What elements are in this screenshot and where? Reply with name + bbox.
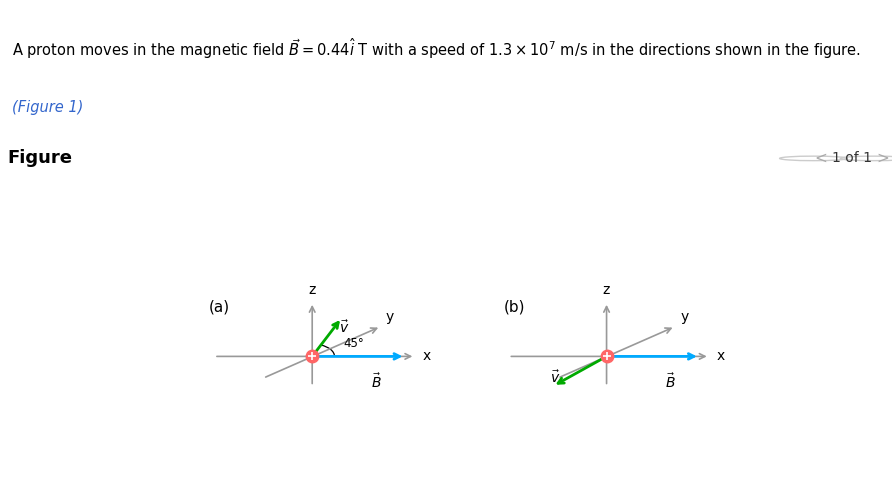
Text: (a): (a): [209, 299, 230, 314]
Text: $\vec{B}$: $\vec{B}$: [371, 372, 381, 391]
Text: z: z: [603, 283, 610, 297]
Text: Figure: Figure: [7, 149, 72, 167]
Text: y: y: [680, 310, 689, 324]
Text: y: y: [385, 310, 394, 324]
Text: x: x: [422, 349, 430, 363]
Text: $\vec{v}$: $\vec{v}$: [339, 319, 350, 336]
Text: >: >: [877, 151, 889, 166]
Text: $\vec{v}$: $\vec{v}$: [549, 369, 560, 386]
Text: A proton moves in the magnetic field $\vec{B} = 0.44\hat{i}$ T with a speed of $: A proton moves in the magnetic field $\v…: [12, 36, 861, 61]
Text: z: z: [309, 283, 316, 297]
Text: 1 of 1: 1 of 1: [832, 151, 871, 165]
Text: <: <: [814, 151, 827, 166]
Text: (Figure 1): (Figure 1): [12, 100, 83, 115]
Text: 45°: 45°: [343, 338, 364, 350]
Text: (b): (b): [503, 299, 525, 314]
Text: $\vec{B}$: $\vec{B}$: [665, 372, 675, 391]
Text: x: x: [716, 349, 724, 363]
